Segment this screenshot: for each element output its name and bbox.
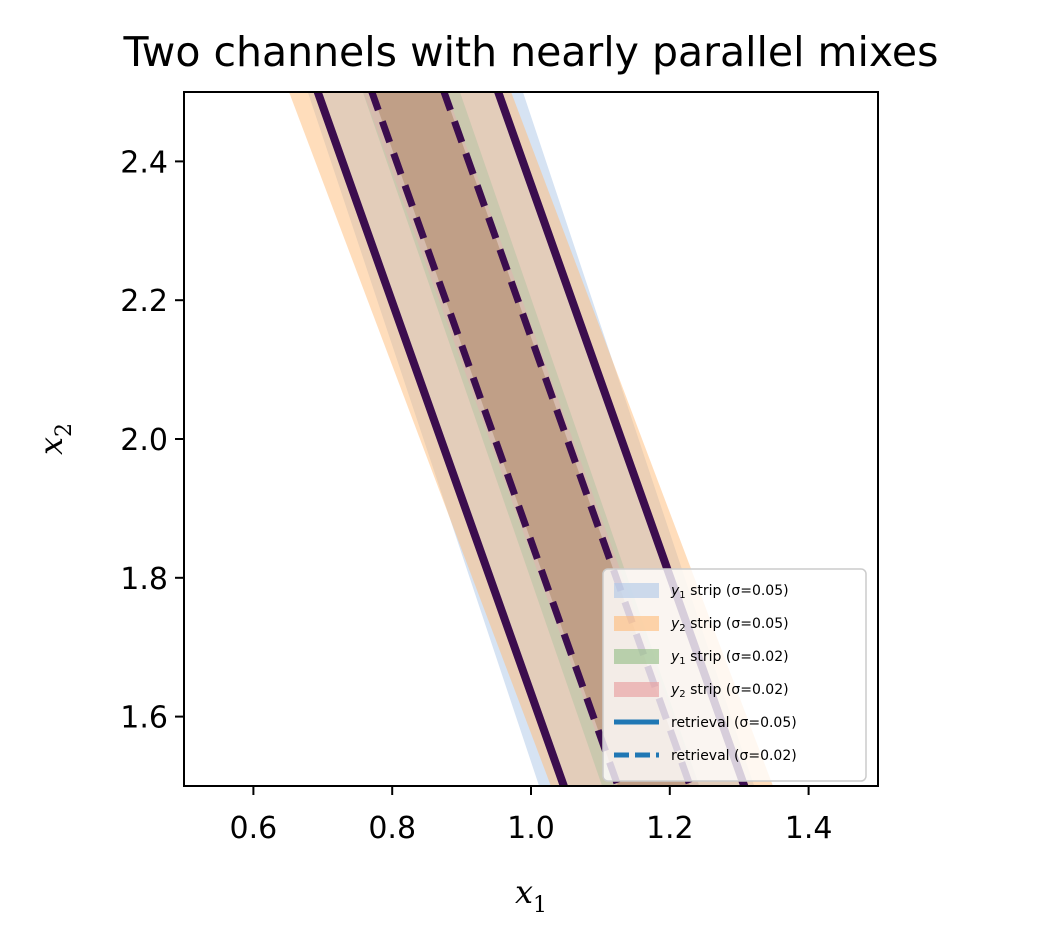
y-tick-label: 1.8 [120, 562, 168, 597]
legend-label: y1 strip (σ=0.02) [670, 649, 789, 667]
y-axis: 1.6 1.8 2.0 2.2 2.4 [120, 145, 184, 736]
legend-swatch [614, 583, 659, 598]
legend-swatch [614, 616, 659, 631]
y-tick-label: 1.6 [120, 701, 168, 736]
x-tick-label: 0.6 [230, 811, 278, 846]
y-tick-label: 2.0 [120, 423, 168, 458]
x-tick-label: 1.4 [785, 811, 833, 846]
x-axis-label: x1 [515, 873, 547, 918]
x-axis: 0.6 0.8 1.0 1.2 1.4 [230, 786, 833, 846]
legend-label: retrieval (σ=0.02) [671, 748, 797, 764]
legend-swatch [614, 649, 659, 664]
y-axis-label: x2 [32, 423, 77, 455]
chart-title: Two channels with nearly parallel mixes [123, 28, 939, 76]
retrieval-edge-retrieval-0-05-left [313, 92, 569, 786]
legend: y1 strip (σ=0.05) y2 strip (σ=0.05) y1 str… [602, 568, 867, 782]
y-tick-label: 2.2 [120, 284, 168, 319]
x-tick-label: 0.8 [368, 811, 416, 846]
x-tick-label: 1.0 [507, 811, 555, 846]
legend-label: y2 strip (σ=0.05) [670, 616, 789, 634]
legend-label: y1 strip (σ=0.05) [670, 583, 789, 601]
x-tick-label: 1.2 [646, 811, 694, 846]
y-tick-label: 2.4 [120, 145, 168, 180]
legend-label: retrieval (σ=0.05) [671, 715, 797, 731]
legend-swatch [614, 682, 659, 697]
legend-box [602, 568, 867, 782]
legend-label: y2 strip (σ=0.02) [670, 682, 789, 700]
